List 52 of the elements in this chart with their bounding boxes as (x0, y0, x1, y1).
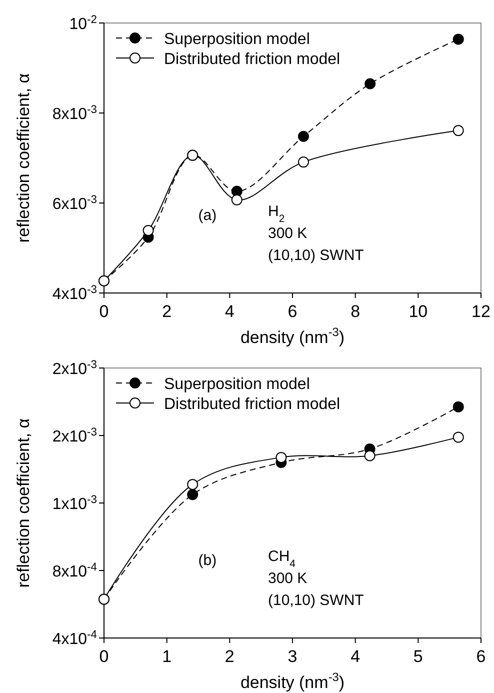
annotation: (10,10) SWNT (268, 247, 364, 264)
legend-label: Superposition model (164, 31, 310, 48)
legend-label: Superposition model (164, 376, 310, 393)
x-tick-label: 1 (162, 647, 172, 666)
point (187, 478, 198, 490)
annotation: (10,10) SWNT (268, 592, 364, 609)
y-tick-label: 10$^{-2}$ (69, 14, 97, 33)
annotation: (b) (198, 552, 217, 570)
y-tick-label: 4x10$^{-3}$ (52, 284, 97, 303)
point (452, 125, 464, 136)
y-tick-label: 8x10$^{-3}$ (52, 104, 97, 123)
point (142, 224, 154, 236)
x-axis-title: density (nm$^{-3}$) (240, 325, 345, 347)
legend-label: Distributed friction model (164, 51, 340, 68)
x-tick-label: 0 (99, 647, 109, 666)
x-tick-label: 2 (224, 647, 234, 666)
x-tick-label: 8 (350, 302, 360, 321)
y-axis-title: reflection coefficient, α (14, 418, 33, 588)
x-tick-label: 4 (350, 647, 360, 666)
x-tick-label: 2 (162, 302, 172, 321)
annotation: CH$_{4}$ (268, 548, 296, 570)
point (276, 452, 287, 463)
point (364, 450, 376, 462)
y-tick-label: 2x10$^{-3}$ (52, 426, 97, 446)
y-tick-label: 4x10$^{-4}$ (52, 629, 97, 648)
x-tick-label: 6 (288, 302, 298, 321)
point (364, 78, 376, 90)
point (452, 401, 464, 412)
x-tick-label: 5 (413, 647, 423, 666)
point (187, 489, 198, 500)
annotation: H$_{2}$ (268, 203, 285, 225)
point (298, 130, 309, 142)
x-tick-label: 3 (288, 647, 298, 666)
x-tick-label: 10 (408, 302, 428, 321)
point (452, 34, 464, 45)
y-tick-label: 1x10$^{-3}$ (52, 494, 97, 513)
point (231, 194, 242, 206)
y-axis-title: reflection coefficient, α (14, 73, 33, 243)
y-tick-label: 8x10$^{-4}$ (52, 562, 97, 580)
y-tick-label: 6x10$^{-3}$ (52, 194, 97, 213)
point (298, 156, 309, 168)
annotation: 300 K (268, 570, 308, 587)
x-axis-title: density (nm$^{-3}$) (240, 670, 345, 692)
annotation: (a) (198, 207, 217, 224)
x-tick-label: 12 (472, 302, 490, 321)
legend-label: Distributed friction model (164, 396, 340, 413)
x-tick-label: 6 (476, 647, 486, 666)
y-tick-label: 2x10$^{-3}$ (52, 359, 97, 378)
x-tick-label: 4 (224, 302, 234, 321)
annotation: 300 K (268, 225, 308, 242)
point (452, 432, 464, 443)
x-tick-label: 0 (99, 302, 109, 321)
